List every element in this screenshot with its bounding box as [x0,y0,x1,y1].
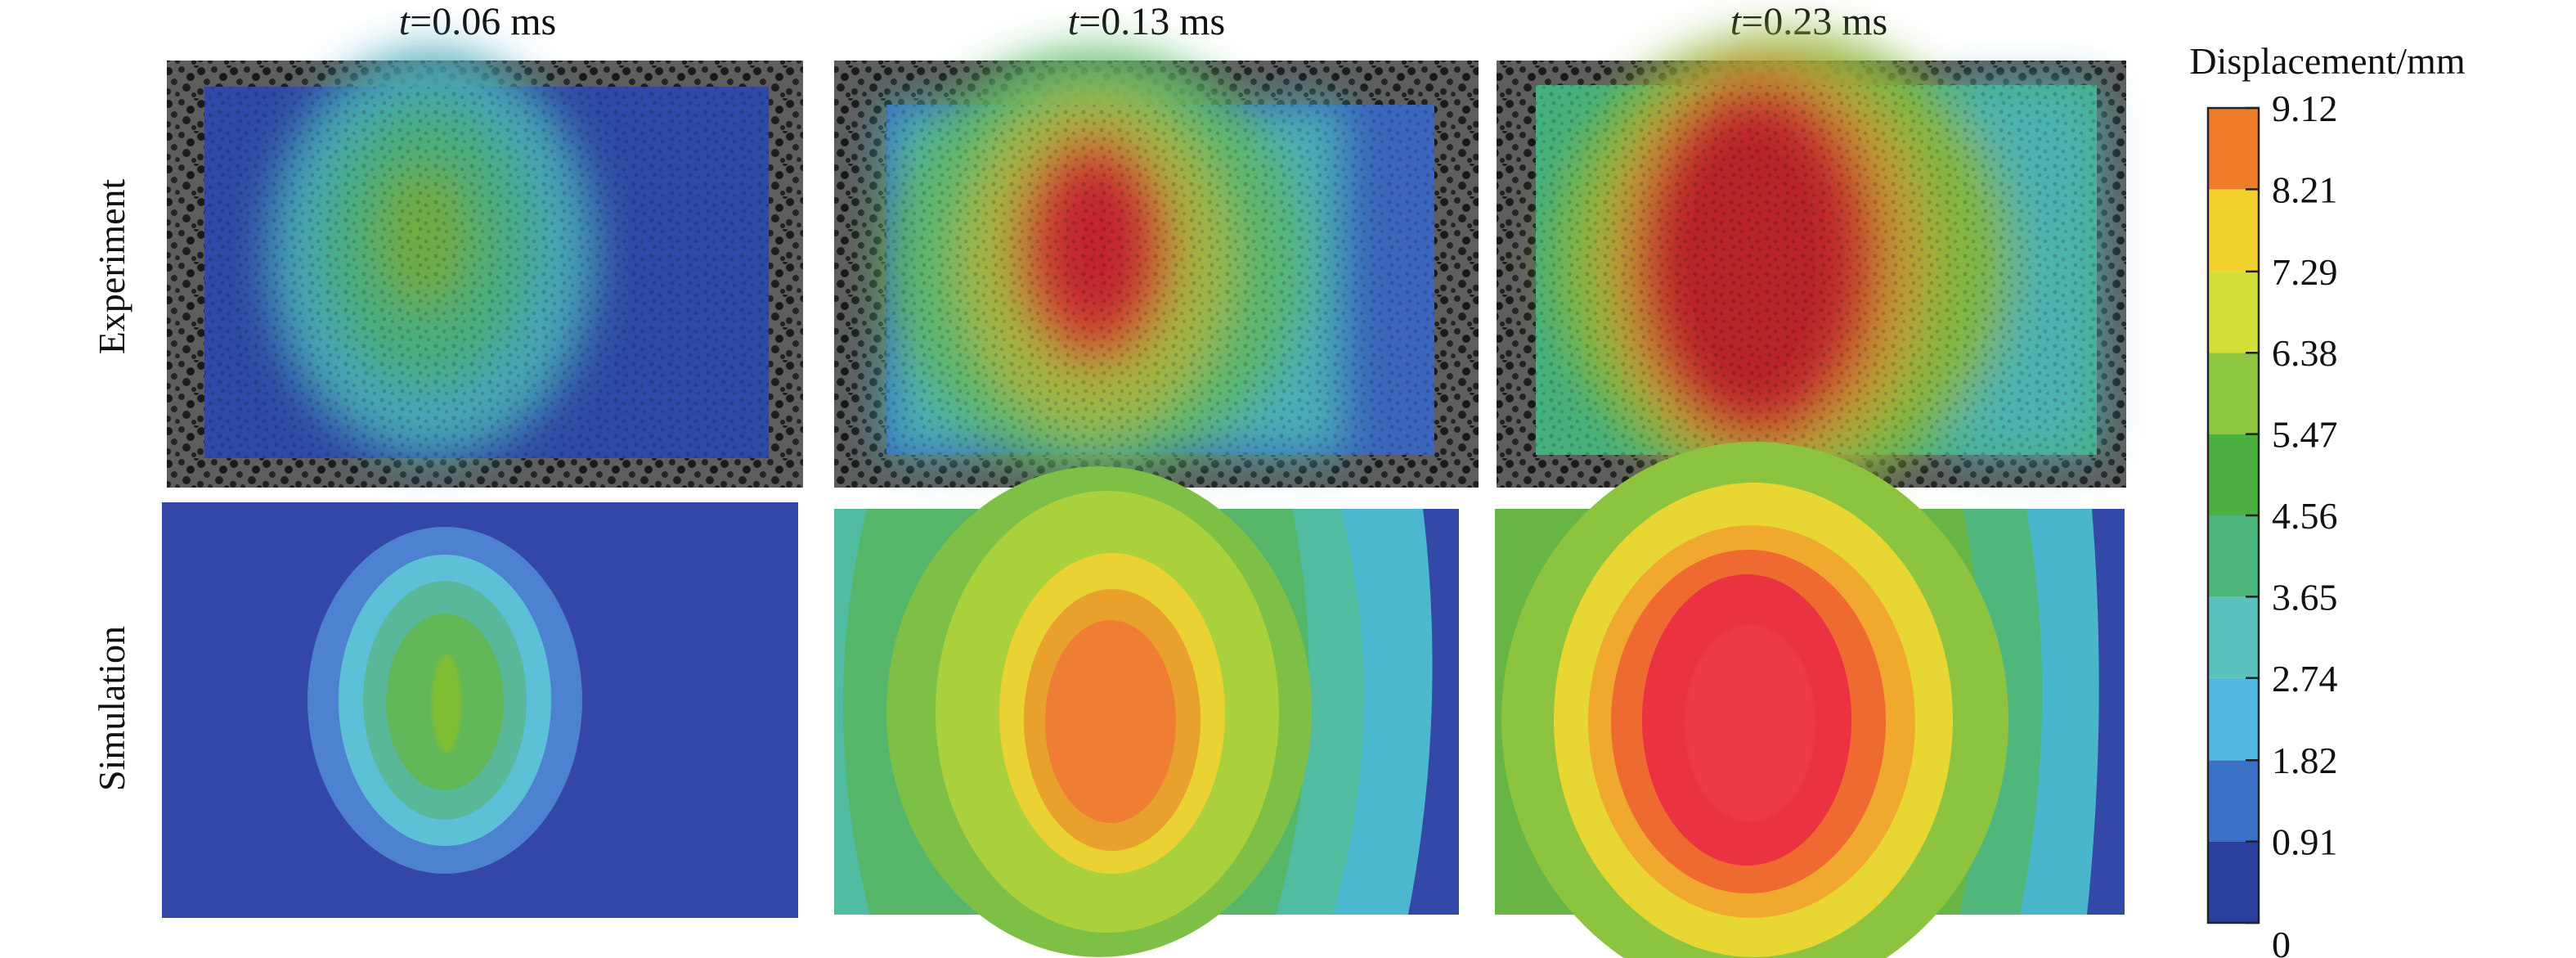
colorbar-tick-label: 8.21 [2272,169,2338,210]
colorbar-ticks: 9.12 8.21 7.29 6.38 5.47 4.56 3.65 2.74 1.82 0.91… [2246,88,2338,958]
colorbar-title: Displacement/mm [2189,40,2465,82]
colorbar-bands [2208,108,2259,923]
row-labels: Experiment Simulation [91,178,132,790]
column-titles: t=0.06 ms t=0.13 ms t=0.23 ms [399,0,1887,43]
simulation-row [162,442,2125,958]
colorbar-band [2208,189,2259,272]
simulation-panel-1 [162,502,798,918]
column-title-2: t=0.13 ms [1068,0,1225,43]
colorbar-band [2208,434,2259,515]
colorbar-tick-label: 7.29 [2272,251,2338,293]
colorbar-band [2208,353,2259,434]
colorbar-band [2208,108,2259,190]
colorbar-tick-label: 2.74 [2272,658,2338,699]
colorbar-band [2208,841,2259,923]
row-label-experiment: Experiment [91,178,132,354]
colorbar-band [2208,515,2259,597]
column-title-1: t=0.06 ms [399,0,556,43]
colorbar-tick-label: 0 [2272,924,2291,958]
colorbar-tick-label: 3.65 [2272,576,2338,618]
experiment-panel-3 [1497,33,2126,491]
colorbar-band [2208,760,2259,842]
row-label-simulation: Simulation [91,626,132,791]
simulation-panel-2 [834,466,1459,957]
colorbar-band [2208,271,2259,353]
colorbar-tick-label: 9.12 [2272,88,2338,129]
colorbar-tick-label: 1.82 [2272,740,2338,781]
colorbar: Displacement/mm 9.12 8.21 7.29 6.38 5.47 4.56… [2189,40,2465,958]
experiment-panel-1 [167,49,803,488]
colorbar-tick-label: 5.47 [2272,414,2338,456]
colorbar-tick-label: 4.56 [2272,495,2338,537]
experiment-panel-2 [834,49,1479,488]
colorbar-band [2208,596,2259,678]
colorbar-band [2208,677,2259,761]
colorbar-tick-label: 0.91 [2272,821,2338,863]
colorbar-tick-label: 6.38 [2272,332,2338,374]
experiment-row [167,33,2126,491]
simulation-panel-3 [1495,442,2125,958]
